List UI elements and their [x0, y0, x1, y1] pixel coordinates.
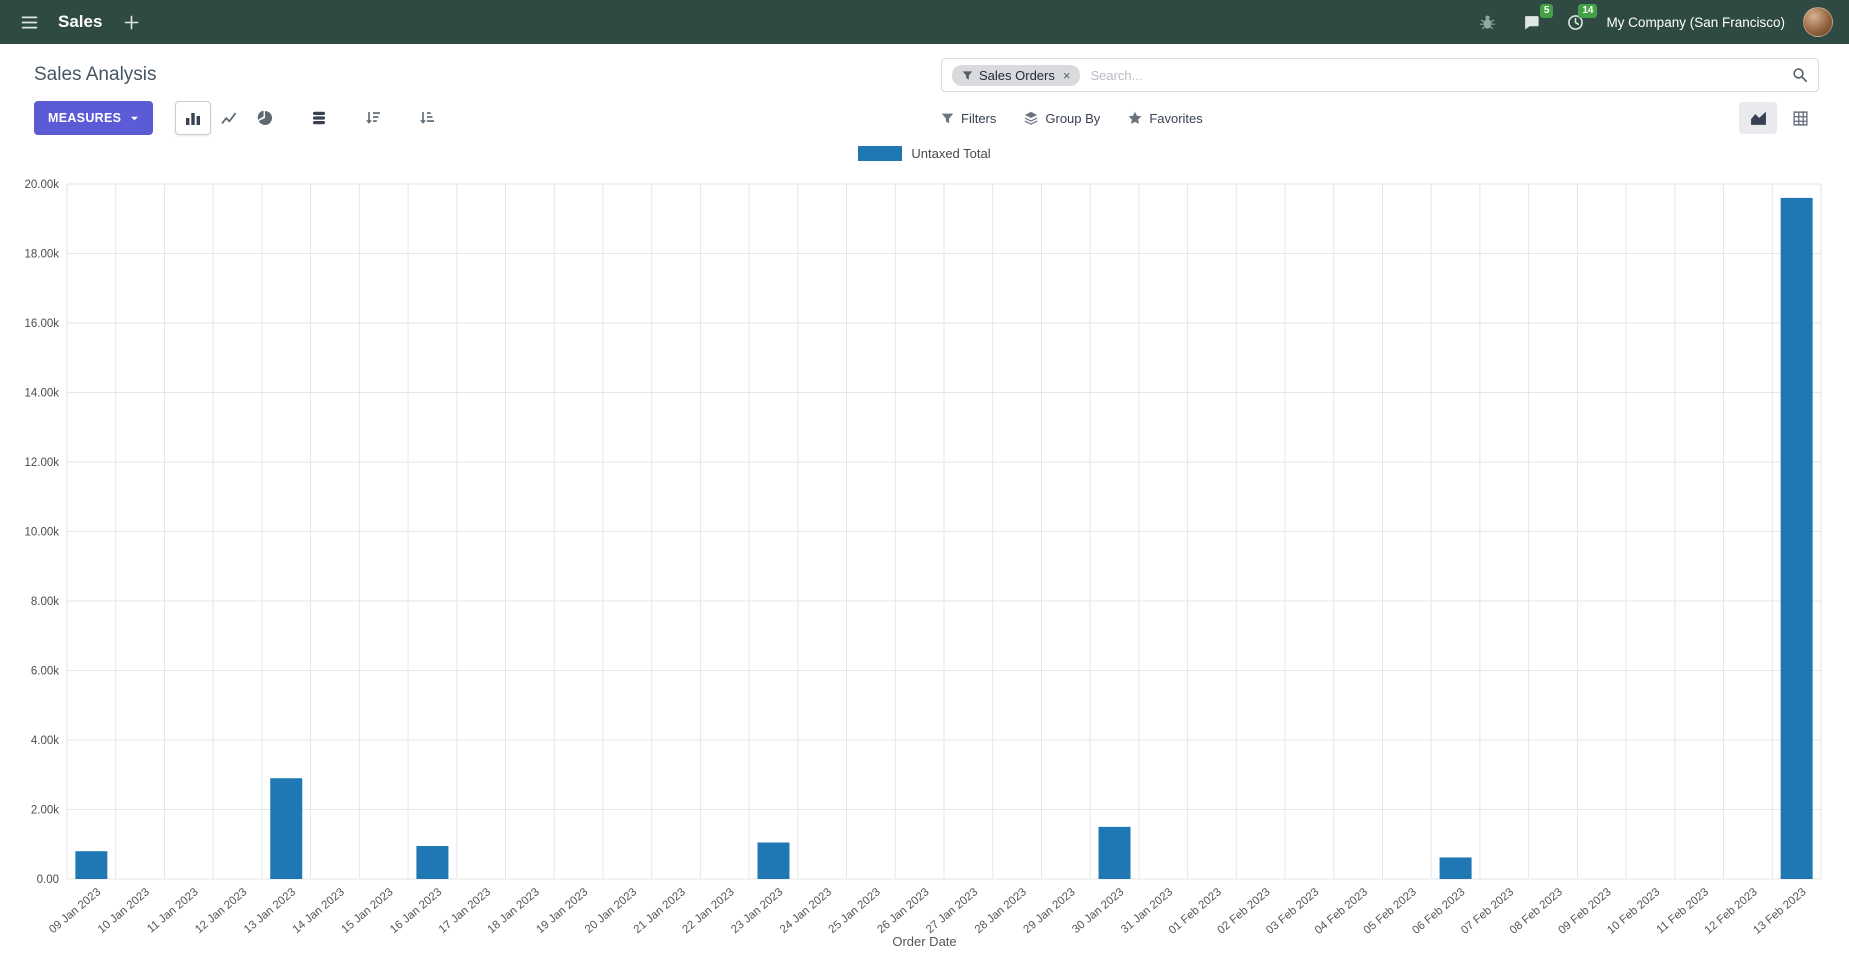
search-magnifier-icon[interactable]	[1792, 67, 1808, 83]
group-by-button[interactable]: Group By	[1024, 111, 1100, 126]
app-name[interactable]: Sales	[58, 12, 103, 31]
svg-text:16.00k: 16.00k	[24, 318, 59, 330]
area-chart-icon	[1750, 111, 1766, 125]
search-input[interactable]	[1088, 66, 1784, 84]
line-chart-icon	[221, 112, 237, 125]
sort-descending-button[interactable]	[355, 101, 391, 135]
svg-text:12.00k: 12.00k	[24, 457, 59, 469]
favorites-button[interactable]: Favorites	[1128, 110, 1203, 126]
svg-text:18.00k: 18.00k	[24, 249, 59, 261]
control-panel-top-row: Sales Analysis Sales Orders ×	[34, 54, 1819, 96]
search-facet-label: Sales Orders	[979, 67, 1055, 83]
company-switcher[interactable]: My Company (San Francisco)	[1606, 14, 1785, 30]
search-options-row: Filters Group By Favorites	[941, 102, 1819, 134]
caret-down-icon	[131, 116, 139, 120]
filters-button[interactable]: Filters	[941, 111, 996, 126]
bar-chart-button[interactable]	[175, 101, 212, 135]
pivot-view-button[interactable]	[1781, 102, 1819, 134]
filter-funnel-icon	[962, 70, 973, 81]
dropdown-toggles: Filters Group By Favorites	[941, 111, 1203, 126]
facet-remove-icon[interactable]: ×	[1062, 67, 1071, 83]
filters-label: Filters	[961, 110, 997, 126]
favorites-label: Favorites	[1149, 110, 1203, 126]
control-panel: Sales Analysis Sales Orders × MEASURES	[0, 44, 1849, 140]
pie-chart-icon	[257, 110, 273, 125]
svg-text:10.00k: 10.00k	[24, 527, 59, 539]
chat-bubble-icon	[1525, 15, 1539, 30]
messages-button[interactable]: 5	[1518, 4, 1554, 35]
svg-text:13 Feb 2023: 13 Feb 2023	[1751, 886, 1808, 934]
activities-button[interactable]: 14	[1562, 4, 1598, 35]
page-title: Sales Analysis	[34, 64, 157, 85]
svg-text:14.00k: 14.00k	[24, 388, 59, 400]
top-navbar: Sales 5 14 My Company (San Francisc	[0, 0, 1849, 44]
plus-icon[interactable]	[118, 9, 144, 35]
svg-text:0.00: 0.00	[37, 874, 59, 886]
sort-descending-icon	[366, 112, 381, 124]
pie-chart-button[interactable]	[247, 101, 283, 135]
svg-text:10 Jan 2023: 10 Jan 2023	[96, 886, 152, 934]
layers-icon	[1024, 111, 1038, 125]
graph-view-button[interactable]	[1739, 102, 1777, 134]
search-bar[interactable]: Sales Orders ×	[941, 58, 1819, 92]
stacked-bars-icon	[313, 111, 326, 125]
group-by-label: Group By	[1045, 110, 1101, 126]
pivot-grid-icon	[1792, 110, 1808, 126]
legend-swatch	[858, 145, 903, 161]
sales-analysis-bar-chart[interactable]: 0.00 2.00k 4.00k 6.00k 8.00k 10.00k 12.00k 14.0…	[0, 164, 1849, 934]
hamburger-menu-icon[interactable]	[16, 9, 42, 35]
control-panel-bottom-row: MEASURES	[34, 96, 1819, 140]
filters-funnel-icon	[941, 112, 954, 125]
x-axis-title: Order Date	[892, 934, 957, 949]
nav-left: Sales	[16, 9, 144, 35]
message-count-badge: 5	[1539, 4, 1554, 18]
activity-count-badge: 14	[1578, 4, 1598, 18]
view-switcher	[1739, 102, 1819, 134]
clock-icon	[1568, 14, 1583, 30]
user-avatar[interactable]	[1803, 7, 1833, 37]
svg-text:6.00k: 6.00k	[31, 666, 59, 678]
stacked-button[interactable]	[301, 101, 337, 135]
sort-ascending-button[interactable]	[409, 101, 445, 135]
debug-bug-icon[interactable]	[1474, 9, 1500, 35]
search-facet[interactable]: Sales Orders ×	[952, 64, 1081, 86]
line-chart-button[interactable]	[211, 101, 247, 135]
svg-text:8.00k: 8.00k	[31, 596, 59, 608]
chart-legend: Untaxed Total	[0, 142, 1849, 164]
bar-chart-icon	[186, 113, 201, 125]
legend-label: Untaxed Total	[911, 145, 991, 161]
nav-right: 5 14 My Company (San Francisco)	[1474, 4, 1833, 37]
measures-label: MEASURES	[48, 111, 122, 125]
svg-text:4.00k: 4.00k	[31, 735, 59, 747]
sort-ascending-icon	[420, 112, 435, 124]
graph-toolbar: MEASURES	[34, 101, 445, 135]
measures-button[interactable]: MEASURES	[34, 101, 154, 135]
svg-text:2.00k: 2.00k	[31, 805, 59, 817]
svg-text:20.00k: 20.00k	[24, 179, 59, 191]
star-icon	[1128, 111, 1142, 125]
